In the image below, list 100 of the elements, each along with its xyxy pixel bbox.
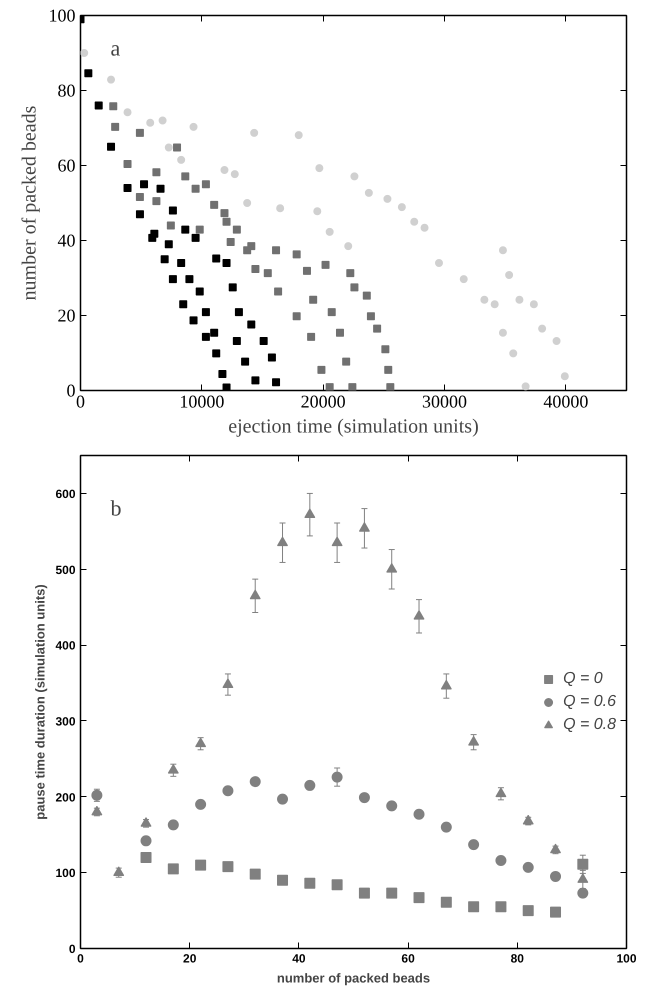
point: [196, 288, 204, 296]
point: [274, 288, 282, 296]
point: [230, 170, 239, 178]
point: [373, 324, 382, 333]
point: [313, 207, 322, 216]
point: [179, 300, 188, 308]
point: [164, 240, 173, 248]
point: [202, 332, 210, 341]
point: [80, 49, 88, 57]
point: [342, 358, 350, 366]
point: [260, 337, 268, 345]
point: [530, 300, 538, 308]
point: [234, 308, 243, 316]
point: [264, 269, 272, 278]
point: [272, 246, 280, 254]
point: [414, 892, 425, 904]
point: [440, 896, 452, 908]
y-axis-title: pause time duration (simulation units): [32, 584, 48, 820]
y-tick-label: 80: [58, 80, 76, 100]
point: [124, 184, 132, 192]
point: [168, 863, 179, 874]
x-tick-label: 10000: [179, 392, 224, 412]
point: [317, 366, 326, 374]
x-tick-label: 60: [401, 952, 416, 966]
x-axis-title: number of packed beads: [276, 970, 430, 986]
y-tick-label: 500: [55, 562, 76, 577]
point: [495, 788, 506, 798]
point: [386, 800, 398, 812]
point: [304, 878, 316, 889]
point: [480, 296, 488, 304]
point: [272, 378, 280, 386]
point: [195, 798, 206, 810]
legend-label: Q = 0: [563, 670, 603, 688]
point: [468, 901, 480, 912]
point: [350, 172, 358, 180]
x-axis-title: ejection time (simulation units): [228, 416, 479, 438]
point: [460, 275, 468, 284]
point: [136, 128, 144, 137]
point: [243, 199, 252, 207]
point: [346, 269, 354, 278]
point: [247, 320, 256, 328]
x-tick-label: 0: [77, 952, 84, 966]
point: [386, 888, 398, 899]
point: [307, 332, 316, 341]
point: [140, 852, 152, 863]
point: [277, 536, 288, 546]
point: [94, 102, 103, 110]
point: [398, 203, 406, 212]
point: [364, 188, 373, 197]
point: [192, 184, 200, 193]
y-axis-title: number of packed beads: [18, 105, 40, 300]
point: [107, 76, 116, 84]
point: [410, 218, 418, 226]
point: [181, 226, 190, 234]
y-tick-label: 60: [58, 156, 76, 176]
point: [195, 860, 206, 871]
point: [336, 328, 344, 337]
point: [222, 218, 231, 226]
point: [181, 172, 190, 180]
point: [362, 292, 371, 300]
point: [84, 69, 92, 78]
point: [468, 839, 480, 850]
point: [358, 522, 370, 532]
point: [326, 228, 334, 236]
point: [166, 222, 175, 230]
point: [420, 224, 429, 232]
y-tick-label: 100: [48, 6, 76, 26]
point: [414, 808, 425, 820]
point: [192, 234, 200, 242]
point: [440, 680, 452, 690]
point: [195, 737, 206, 748]
point: [538, 324, 546, 333]
point: [140, 180, 148, 188]
point: [332, 772, 343, 783]
point: [222, 384, 231, 390]
point: [241, 358, 250, 366]
point: [384, 366, 392, 374]
y-tick-label: 300: [55, 714, 76, 728]
point: [177, 259, 186, 267]
point: [251, 376, 260, 384]
point: [326, 383, 334, 390]
point: [268, 354, 276, 362]
point: [222, 861, 234, 872]
point: [304, 780, 316, 791]
point: [250, 128, 258, 137]
point: [164, 144, 173, 152]
x-tick-label: 20: [183, 952, 197, 966]
point: [522, 382, 530, 390]
y-tick-label: 400: [55, 638, 76, 653]
point: [328, 308, 336, 316]
point: [505, 271, 514, 279]
point: [177, 156, 186, 164]
x-tick-label: 30000: [422, 392, 467, 412]
point: [322, 260, 330, 269]
point: [228, 283, 237, 292]
point: [250, 868, 261, 880]
point: [550, 870, 562, 882]
point: [440, 822, 452, 833]
point: [509, 349, 518, 358]
point: [111, 122, 120, 131]
